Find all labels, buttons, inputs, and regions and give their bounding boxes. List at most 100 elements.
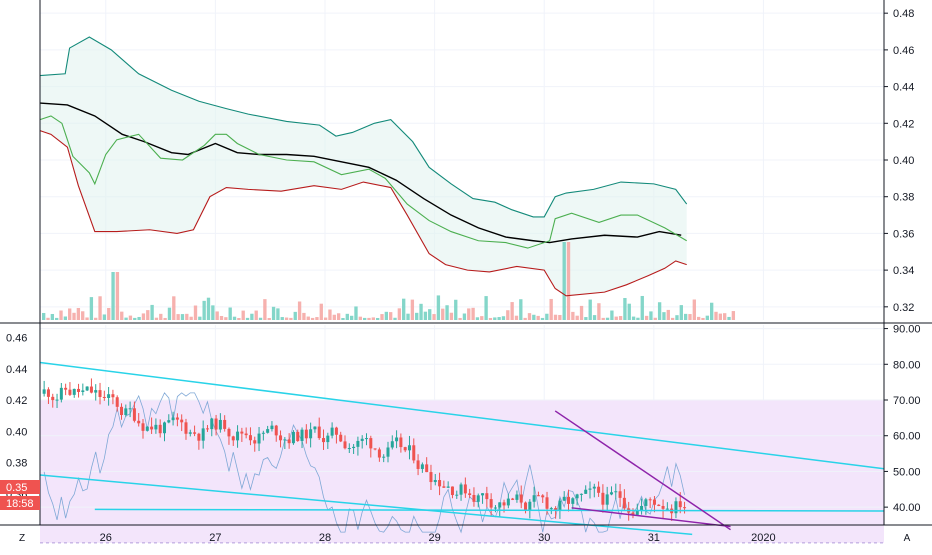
volume-bar: [605, 317, 610, 320]
corner-label-right[interactable]: A: [904, 533, 911, 544]
x-tick-label: 29: [428, 532, 440, 544]
candle-body: [64, 387, 68, 390]
current-price-tag: [0, 480, 40, 494]
volume-bar: [115, 272, 120, 320]
corner-label-left[interactable]: Z: [19, 533, 25, 544]
candle-body: [592, 486, 596, 489]
candle-body: [528, 501, 532, 511]
candle-body: [339, 434, 343, 442]
volume-bar: [306, 316, 310, 320]
lower-left-y-tick-label: 0.46: [6, 333, 27, 345]
volume-bar: [718, 313, 723, 320]
volume-bar: [72, 312, 76, 320]
volume-bar: [50, 313, 55, 320]
candle-body: [579, 493, 583, 495]
volume-bar: [59, 310, 63, 320]
candle-body: [601, 492, 605, 505]
candle-body: [463, 484, 467, 494]
candle-body: [373, 448, 377, 450]
lower-left-y-tick-label: 0.40: [6, 426, 27, 438]
countdown-tag: [0, 496, 40, 510]
candle-body: [472, 494, 476, 502]
volume-bar: [688, 314, 692, 320]
candle-body: [132, 408, 136, 421]
volume-bar: [488, 317, 493, 320]
candle-body: [46, 389, 50, 397]
volume-bar: [393, 317, 397, 320]
lower-right-y-tick-label: 50.00: [893, 466, 921, 478]
volume-bar: [419, 303, 423, 320]
candle-body: [648, 499, 652, 501]
lower-right-y-tick-label: 70.00: [893, 395, 921, 407]
candle-body: [180, 419, 184, 423]
candle-body: [450, 486, 454, 496]
candle-body: [442, 486, 446, 488]
volume-bar: [597, 303, 601, 320]
candle-body: [309, 429, 313, 439]
candle-body: [369, 438, 373, 449]
volume-bar: [63, 316, 68, 320]
volume-bar: [297, 301, 302, 320]
volume-bar: [245, 317, 250, 320]
volume-bar: [154, 317, 159, 320]
candle-body: [266, 429, 270, 433]
candle-body: [618, 491, 622, 498]
volume-bar: [631, 316, 636, 320]
volume-bar: [584, 317, 588, 320]
volume-bar: [146, 310, 150, 320]
candle-body: [317, 426, 321, 439]
volume-bar: [219, 315, 224, 320]
candle-body: [605, 494, 609, 505]
candle-body: [120, 406, 124, 416]
volume-bar: [354, 306, 358, 320]
volume-bar: [510, 302, 514, 320]
basis-line-line: [39, 102, 682, 244]
volume-bar: [159, 313, 163, 320]
volume-bar: [263, 299, 267, 320]
volume-bar: [627, 303, 631, 320]
volume-bar: [276, 308, 280, 320]
candle-body: [287, 439, 291, 444]
candle-body: [124, 408, 128, 416]
candle-body: [167, 420, 171, 423]
volume-bar: [323, 317, 328, 320]
volume-bar: [389, 312, 393, 320]
candle-body: [326, 435, 330, 443]
candle-body: [270, 425, 274, 430]
candle-body: [352, 446, 356, 449]
fast-line-line: [39, 115, 687, 249]
x-tick-label: 26: [100, 532, 112, 544]
rsi-line: [43, 392, 685, 534]
current-price-label: 0.35: [6, 482, 27, 494]
lower-left-y-tick-label: 0.42: [6, 395, 27, 407]
lower-panel: [39, 361, 885, 536]
candle-body: [261, 432, 265, 434]
volume-bar: [193, 305, 198, 320]
candle-body: [94, 390, 98, 393]
candle-body: [382, 456, 386, 458]
candle-body: [102, 396, 106, 398]
candle-body: [558, 500, 562, 511]
candle-body: [536, 495, 540, 497]
candle-body: [532, 495, 536, 502]
volume-bar: [406, 313, 410, 320]
candle-body: [347, 448, 351, 450]
candle-body: [145, 426, 149, 431]
candle-body: [162, 422, 166, 434]
volume-bar: [562, 242, 566, 320]
volume-bar: [731, 311, 736, 320]
candle-body: [597, 486, 601, 493]
candle-body: [652, 499, 656, 505]
candle-body: [502, 502, 506, 506]
candle-body: [609, 492, 613, 495]
candle-body: [313, 426, 317, 430]
volume-bar: [471, 307, 475, 320]
candle-body: [407, 445, 411, 451]
candle-body: [360, 438, 364, 441]
candle-body: [545, 497, 549, 509]
candle-body: [433, 480, 437, 483]
candle-body: [489, 499, 493, 508]
upper-y-tick-label: 0.38: [893, 192, 914, 204]
volume-bar: [501, 316, 506, 320]
trendline: [94, 508, 885, 512]
